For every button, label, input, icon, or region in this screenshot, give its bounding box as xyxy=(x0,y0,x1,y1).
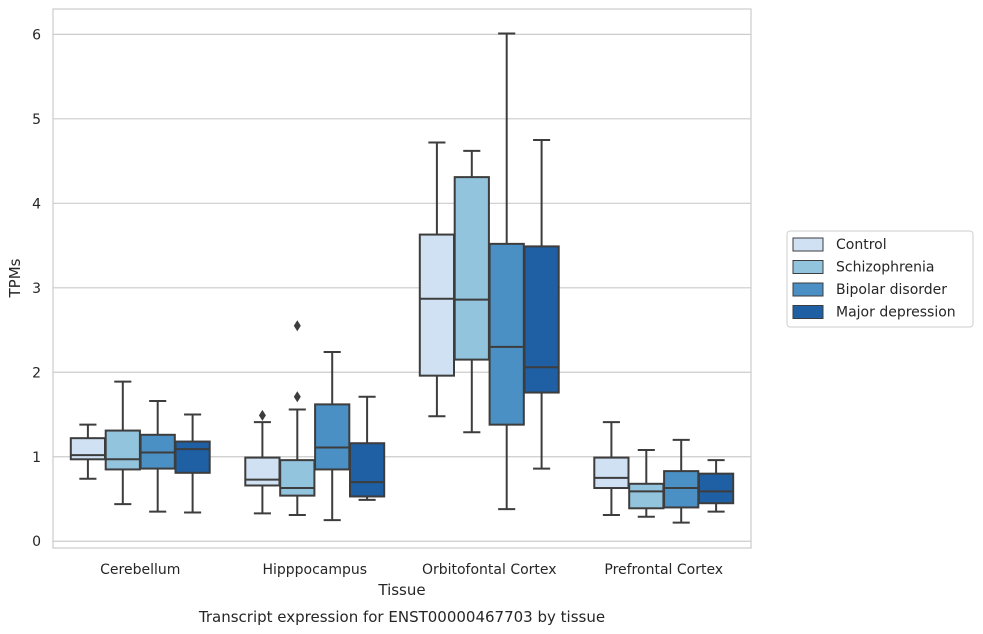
outlier-point xyxy=(293,320,301,332)
outlier-point xyxy=(258,409,266,421)
legend-frame xyxy=(786,230,974,328)
box-major-depression xyxy=(348,395,386,501)
legend: Control Schizophrenia Bipolar disorder Majo… xyxy=(786,230,974,328)
box-bipolar-disorder xyxy=(488,32,525,511)
y-tick-label: 2 xyxy=(32,365,41,381)
box-bipolar-disorder xyxy=(139,400,176,513)
y-tick-label: 5 xyxy=(32,112,41,128)
x-tick-label: Orbitofontal Cortex xyxy=(422,562,557,578)
box-bipolar-disorder xyxy=(314,351,351,522)
x-tick-label: Cerebellum xyxy=(100,562,180,578)
box-iqr xyxy=(348,442,386,498)
box-iqr xyxy=(279,459,316,497)
box-major-depression xyxy=(697,459,735,513)
box-iqr xyxy=(69,437,107,461)
legend-label: Schizophrenia xyxy=(836,260,934,276)
y-tick-label: 0 xyxy=(32,534,41,550)
legend-label: Bipolar disorder xyxy=(836,282,947,298)
y-axis-label: TPMs xyxy=(6,258,24,298)
x-tick-label: Prefrontal Cortex xyxy=(604,562,723,578)
y-tick-label: 1 xyxy=(32,450,41,466)
y-tick-label: 6 xyxy=(32,27,41,43)
box-major-depression xyxy=(523,138,560,470)
y-tick-label: 4 xyxy=(32,196,41,212)
legend-label: Control xyxy=(836,237,887,253)
box-schizophrenia xyxy=(279,320,316,517)
outlier-point xyxy=(293,391,301,403)
box-control xyxy=(418,141,456,418)
y-axis-ticks: 0 1 2 3 4 5 6 xyxy=(32,27,41,550)
x-axis-label: Tissue xyxy=(377,581,425,599)
box-iqr xyxy=(418,233,456,377)
box-groups xyxy=(69,32,735,524)
box-iqr xyxy=(628,482,665,510)
box-iqr xyxy=(663,470,700,509)
legend-swatch xyxy=(792,282,824,297)
box-iqr xyxy=(697,472,735,505)
box-control xyxy=(593,421,630,517)
x-tick-label: Hipppocampus xyxy=(262,562,367,578)
box-schizophrenia xyxy=(453,149,490,434)
box-iqr xyxy=(523,245,560,394)
box-major-depression xyxy=(174,413,211,514)
box-iqr xyxy=(488,242,525,426)
y-tick-label: 3 xyxy=(32,281,41,297)
box-iqr xyxy=(314,403,351,471)
x-axis-ticks: Cerebellum Hipppocampus Orbitofontal Corte… xyxy=(100,562,723,578)
box-iqr xyxy=(453,176,490,361)
box-schizophrenia xyxy=(104,380,141,506)
legend-swatch xyxy=(792,305,824,319)
legend-label: Major depression xyxy=(836,305,956,321)
box-iqr xyxy=(174,440,211,474)
box-iqr xyxy=(244,456,281,487)
box-control xyxy=(69,423,107,480)
legend-swatch xyxy=(792,237,824,252)
box-iqr xyxy=(593,456,630,490)
box-bipolar-disorder xyxy=(663,438,700,524)
plot-frame xyxy=(52,8,752,549)
box-iqr xyxy=(104,429,141,471)
legend-swatch xyxy=(792,260,824,274)
chart-caption: Transcript expression for ENST0000046770… xyxy=(198,608,605,626)
